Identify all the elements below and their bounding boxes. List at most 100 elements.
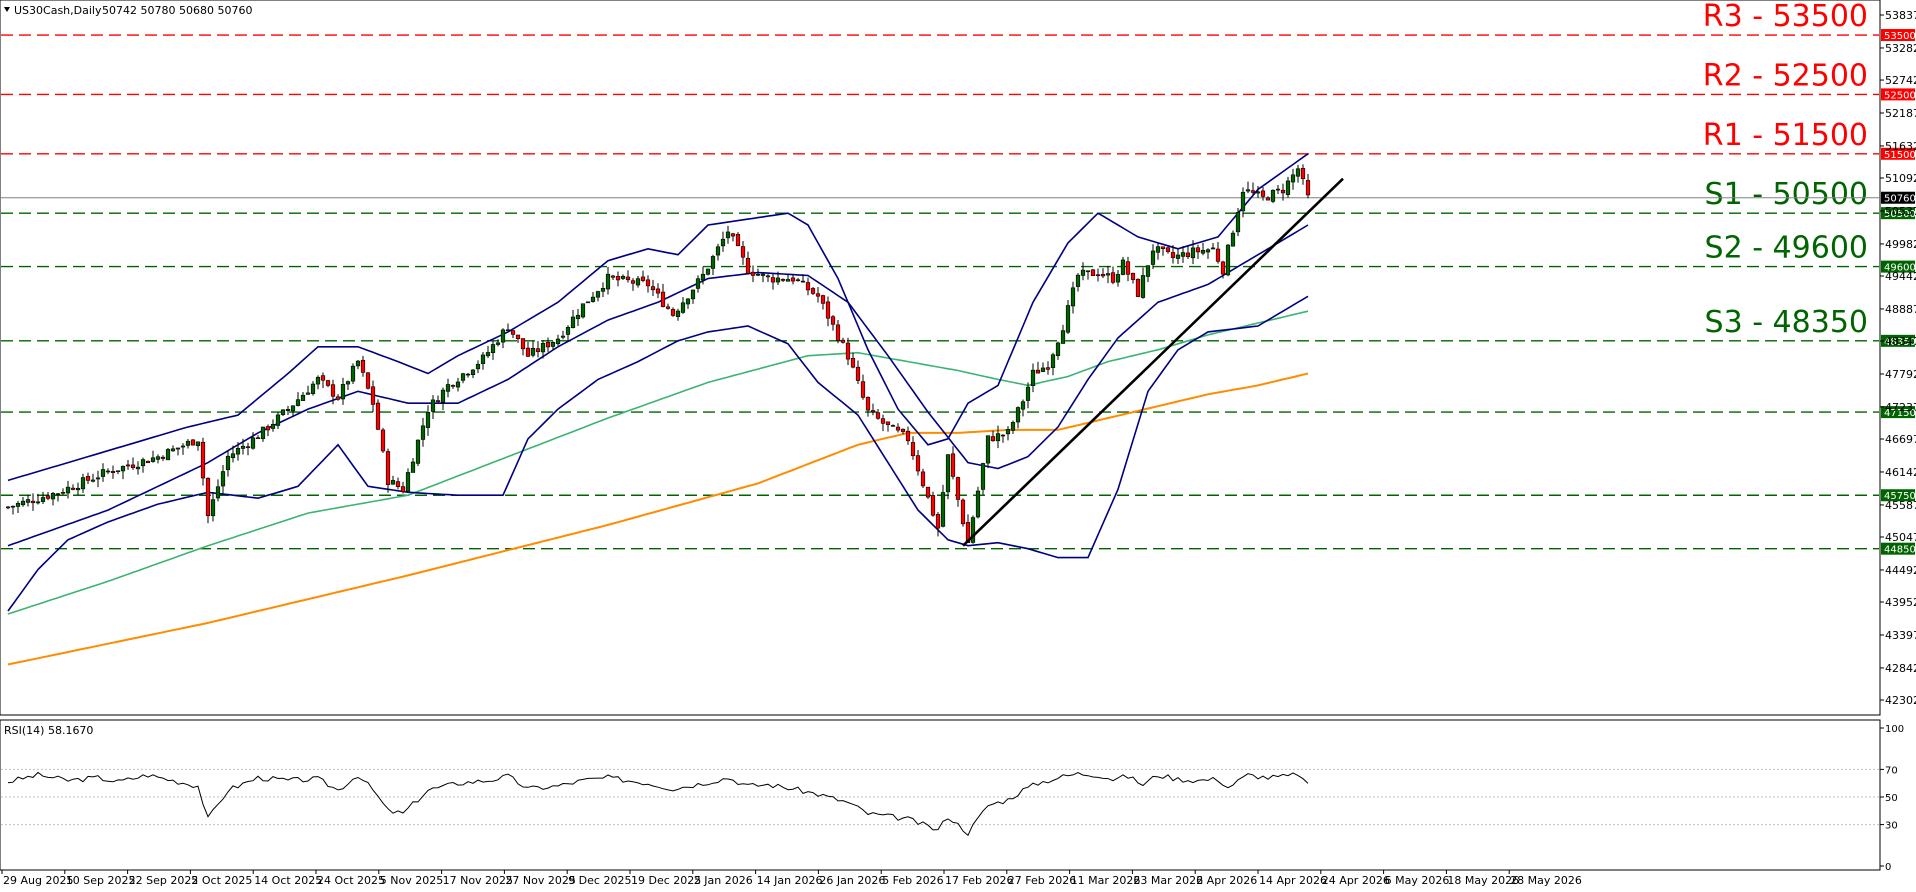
candle-body bbox=[625, 276, 631, 281]
candle-body bbox=[135, 466, 141, 470]
candle-body bbox=[1155, 246, 1161, 253]
candle-body bbox=[1225, 244, 1231, 276]
candle-body bbox=[360, 359, 366, 373]
candle-body bbox=[485, 352, 491, 357]
candle-body bbox=[310, 383, 316, 394]
candle-body bbox=[650, 286, 656, 291]
candle-body bbox=[640, 276, 646, 281]
rsi-panel[interactable] bbox=[0, 719, 1881, 871]
candle-body bbox=[140, 459, 146, 467]
candle-body bbox=[145, 460, 151, 464]
candle-body bbox=[1040, 367, 1046, 372]
candle-body bbox=[240, 445, 246, 449]
candle-body bbox=[425, 411, 431, 428]
candle-body bbox=[165, 449, 171, 461]
candle-body bbox=[955, 477, 961, 500]
candle-body bbox=[905, 430, 911, 442]
candle-body bbox=[765, 275, 771, 278]
candle-body bbox=[845, 342, 851, 360]
level-tag-bg-1 bbox=[1881, 88, 1915, 101]
candle-body bbox=[150, 457, 156, 462]
candle-body bbox=[155, 456, 161, 460]
level-tag-bg-4 bbox=[1881, 260, 1915, 273]
candle-body bbox=[490, 344, 496, 354]
candle-body bbox=[720, 238, 726, 247]
candle-body bbox=[760, 273, 766, 276]
candle-body bbox=[260, 426, 266, 439]
candle-body bbox=[1160, 246, 1166, 249]
candle-body bbox=[235, 447, 241, 455]
price-tick-label: 50537 bbox=[1885, 205, 1916, 218]
price-tick-label: 48347 bbox=[1885, 335, 1916, 348]
candle-body bbox=[1080, 269, 1086, 276]
candle-body bbox=[30, 500, 36, 504]
level-tag-0: 53500 bbox=[1884, 31, 1916, 42]
bollinger-middle-band bbox=[7, 224, 1309, 547]
candle-body bbox=[695, 278, 701, 289]
candle-body bbox=[330, 384, 336, 397]
candle-body bbox=[1260, 190, 1266, 197]
candle-body bbox=[405, 472, 411, 492]
candle-body bbox=[1075, 274, 1081, 287]
level-tag-7: 45750 bbox=[1884, 491, 1916, 502]
candle-body bbox=[40, 497, 46, 502]
ascending-trendline bbox=[962, 177, 1344, 547]
candle-body bbox=[1010, 422, 1016, 431]
candle-body bbox=[990, 436, 996, 442]
candle-body bbox=[620, 275, 626, 279]
candle-body bbox=[945, 454, 951, 493]
candle-body bbox=[995, 433, 1001, 442]
candle-body bbox=[980, 463, 986, 490]
candle-body bbox=[970, 517, 976, 543]
candle-body bbox=[1255, 191, 1261, 194]
candle-body bbox=[255, 437, 261, 440]
price-tick-label: 52742 bbox=[1885, 74, 1916, 87]
support-resistance-levels: R3 - 53500 53500 R2 - 52500 52500 R1 - 51500… bbox=[1, 0, 1916, 556]
candle-body bbox=[745, 257, 751, 274]
candle-body bbox=[335, 396, 341, 400]
candle-body bbox=[300, 394, 306, 401]
rsi-tick-label: 50 bbox=[1885, 793, 1898, 804]
candle-body bbox=[540, 342, 546, 353]
candle-body bbox=[355, 360, 361, 367]
level-tag-bg-6 bbox=[1881, 406, 1915, 419]
candle-body bbox=[395, 481, 401, 487]
candlesticks bbox=[5, 164, 1311, 544]
trendline-layer bbox=[962, 177, 1344, 547]
price-tick-label: 53282 bbox=[1885, 42, 1916, 55]
price-panel[interactable] bbox=[0, 0, 1881, 716]
candle-body bbox=[1280, 189, 1286, 194]
candle-body bbox=[1100, 274, 1106, 277]
candle-body bbox=[725, 231, 731, 239]
candle-body bbox=[110, 471, 116, 474]
candle-body bbox=[1105, 273, 1111, 276]
time-tick-label: 17 Nov 2025 bbox=[443, 874, 513, 887]
candle-body bbox=[375, 402, 381, 430]
price-tick-label: 43952 bbox=[1885, 596, 1916, 609]
candle-body bbox=[520, 338, 526, 350]
candle-body bbox=[180, 445, 186, 448]
candle-body bbox=[1085, 270, 1091, 273]
candle-body bbox=[1060, 330, 1066, 344]
candle-body bbox=[940, 492, 946, 527]
level-label-1: R2 - 52500 bbox=[1703, 58, 1868, 93]
candle-body bbox=[610, 275, 616, 278]
candle-body bbox=[1070, 287, 1076, 307]
candle-body bbox=[285, 408, 291, 412]
time-tick-label: 26 Jan 2026 bbox=[819, 874, 885, 887]
current-price-tag-bg bbox=[1881, 191, 1915, 204]
time-tick-label: 10 Sep 2025 bbox=[66, 874, 136, 887]
candle-body bbox=[65, 486, 71, 494]
candle-body bbox=[1190, 247, 1196, 259]
candle-body bbox=[10, 505, 16, 508]
time-tick-label: 24 Apr 2026 bbox=[1322, 874, 1390, 887]
candle-body bbox=[1045, 367, 1051, 370]
candle-body bbox=[55, 493, 61, 495]
candle-body bbox=[1290, 174, 1296, 183]
collapse-triangle-icon[interactable] bbox=[4, 7, 10, 12]
candle-body bbox=[190, 439, 196, 446]
candle-body bbox=[755, 274, 761, 276]
candle-body bbox=[915, 455, 921, 472]
candle-body bbox=[25, 499, 31, 503]
